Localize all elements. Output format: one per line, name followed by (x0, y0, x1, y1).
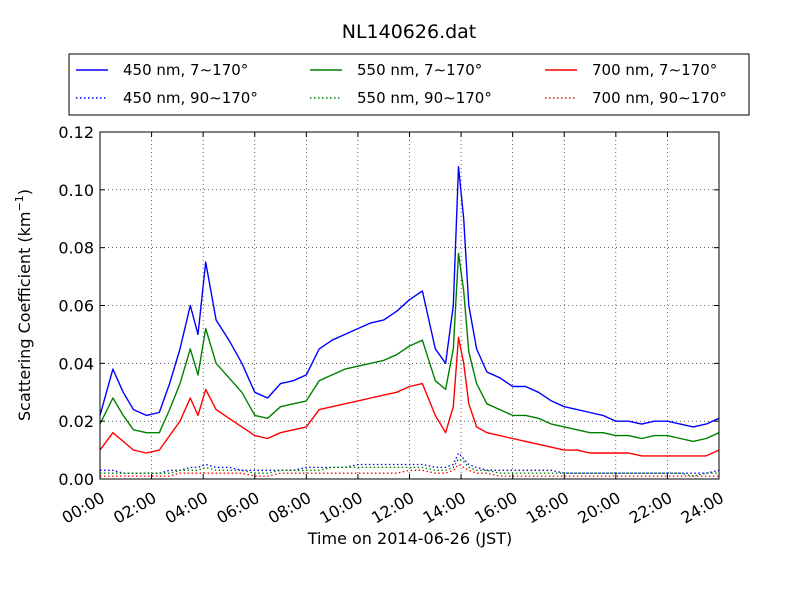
legend-label: 450 nm, 7∼170° (123, 61, 248, 79)
series-line-2 (99, 336, 720, 457)
series-layer (99, 165, 720, 477)
y-tick-label: 0.04 (58, 354, 94, 373)
x-tick-label: 14:00 (420, 488, 469, 528)
y-tick-label: 0.12 (58, 123, 94, 142)
chart-title: NL140626.dat (342, 21, 477, 43)
x-tick-label: 08:00 (265, 488, 314, 528)
y-tick-label: 0.02 (58, 412, 94, 431)
x-tick-label: 22:00 (626, 488, 675, 528)
y-axis-title: Scattering Coefficient (km−1) (13, 189, 34, 421)
series-line-0 (99, 165, 720, 428)
x-tick-label: 10:00 (316, 488, 365, 528)
x-tick-label: 16:00 (471, 488, 520, 528)
y-axis: 0.00 0.02 0.04 0.06 0.08 0.10 0.12 (58, 123, 719, 489)
y-axis-title-main: Scattering Coefficient (km (15, 211, 34, 421)
x-tick-label: 00:00 (59, 488, 108, 528)
x-axis-title: Time on 2014-06-26 (JST) (307, 529, 512, 548)
y-tick-label: 0.08 (58, 239, 94, 258)
legend-label: 550 nm, 90∼170° (357, 89, 492, 107)
series-line-5 (100, 463, 719, 477)
legend-label: 700 nm, 7∼170° (592, 61, 717, 79)
series-line-4 (100, 458, 719, 477)
x-tick-label: 20:00 (574, 488, 623, 528)
legend-label: 450 nm, 90∼170° (123, 89, 258, 107)
y-axis-title-end: ) (15, 189, 34, 195)
y-tick-label: 0.10 (58, 181, 94, 200)
x-tick-label: 18:00 (523, 488, 572, 528)
x-tick-label: 12:00 (368, 488, 417, 528)
legend-frame (68, 53, 750, 116)
x-tick-label: 02:00 (110, 488, 159, 528)
x-tick-label: 06:00 (213, 488, 262, 528)
y-axis-title-superscript: −1 (13, 195, 26, 211)
legend-label: 700 nm, 90∼170° (592, 89, 727, 107)
legend-label: 550 nm, 7∼170° (357, 61, 482, 79)
y-tick-label: 0.00 (58, 470, 94, 489)
x-tick-label: 24:00 (678, 488, 727, 528)
series-line-1 (99, 252, 720, 443)
x-tick-label: 04:00 (162, 488, 211, 528)
y-tick-label: 0.06 (58, 297, 94, 316)
legend: 450 nm, 7∼170° 550 nm, 7∼170° 700 nm, 7∼17… (68, 53, 750, 116)
